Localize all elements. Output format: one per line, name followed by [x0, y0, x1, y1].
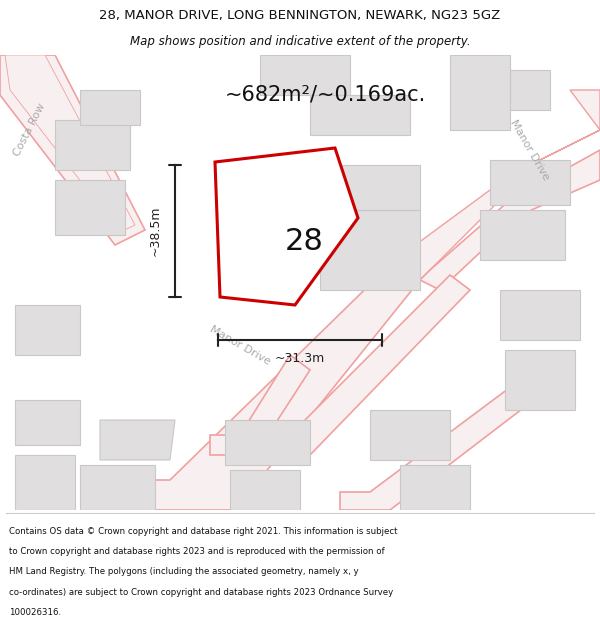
Polygon shape — [5, 55, 135, 232]
Polygon shape — [100, 420, 175, 460]
Polygon shape — [15, 455, 75, 510]
Text: Manor Drive: Manor Drive — [509, 118, 551, 182]
Polygon shape — [330, 165, 420, 210]
Text: Map shows position and indicative extent of the property.: Map shows position and indicative extent… — [130, 35, 470, 48]
Text: HM Land Registry. The polygons (including the associated geometry, namely x, y: HM Land Registry. The polygons (includin… — [9, 568, 359, 576]
Polygon shape — [215, 148, 358, 305]
Polygon shape — [230, 470, 300, 510]
Text: 100026316.: 100026316. — [9, 608, 61, 617]
Polygon shape — [15, 305, 80, 355]
Polygon shape — [260, 55, 350, 95]
Text: ~31.3m: ~31.3m — [275, 351, 325, 364]
Text: ~38.5m: ~38.5m — [149, 206, 161, 256]
Polygon shape — [340, 365, 560, 510]
Text: 28, MANOR DRIVE, LONG BENNINGTON, NEWARK, NG23 5GZ: 28, MANOR DRIVE, LONG BENNINGTON, NEWARK… — [100, 9, 500, 22]
Polygon shape — [55, 120, 130, 170]
Text: Manor Drive: Manor Drive — [208, 324, 272, 366]
Text: co-ordinates) are subject to Crown copyright and database rights 2023 Ordnance S: co-ordinates) are subject to Crown copyr… — [9, 588, 393, 597]
Polygon shape — [370, 410, 450, 460]
Polygon shape — [80, 90, 140, 125]
Text: Costa Row: Costa Row — [13, 102, 47, 158]
Polygon shape — [450, 55, 510, 130]
Text: ~682m²/~0.169ac.: ~682m²/~0.169ac. — [225, 85, 426, 105]
Polygon shape — [420, 150, 600, 290]
Polygon shape — [400, 465, 470, 510]
Polygon shape — [55, 180, 125, 235]
Polygon shape — [310, 95, 410, 135]
Polygon shape — [490, 160, 570, 205]
Polygon shape — [510, 70, 550, 110]
Polygon shape — [320, 210, 420, 290]
Polygon shape — [480, 210, 565, 260]
Polygon shape — [0, 55, 145, 245]
Polygon shape — [255, 275, 470, 455]
Polygon shape — [225, 420, 310, 465]
Polygon shape — [80, 465, 155, 510]
Text: to Crown copyright and database rights 2023 and is reproduced with the permissio: to Crown copyright and database rights 2… — [9, 548, 385, 556]
Polygon shape — [90, 260, 420, 510]
Text: 28: 28 — [285, 226, 324, 256]
Text: Contains OS data © Crown copyright and database right 2021. This information is : Contains OS data © Crown copyright and d… — [9, 528, 398, 536]
Polygon shape — [500, 290, 580, 340]
Polygon shape — [395, 90, 600, 280]
Polygon shape — [15, 400, 80, 445]
Polygon shape — [505, 350, 575, 410]
Polygon shape — [210, 355, 310, 455]
